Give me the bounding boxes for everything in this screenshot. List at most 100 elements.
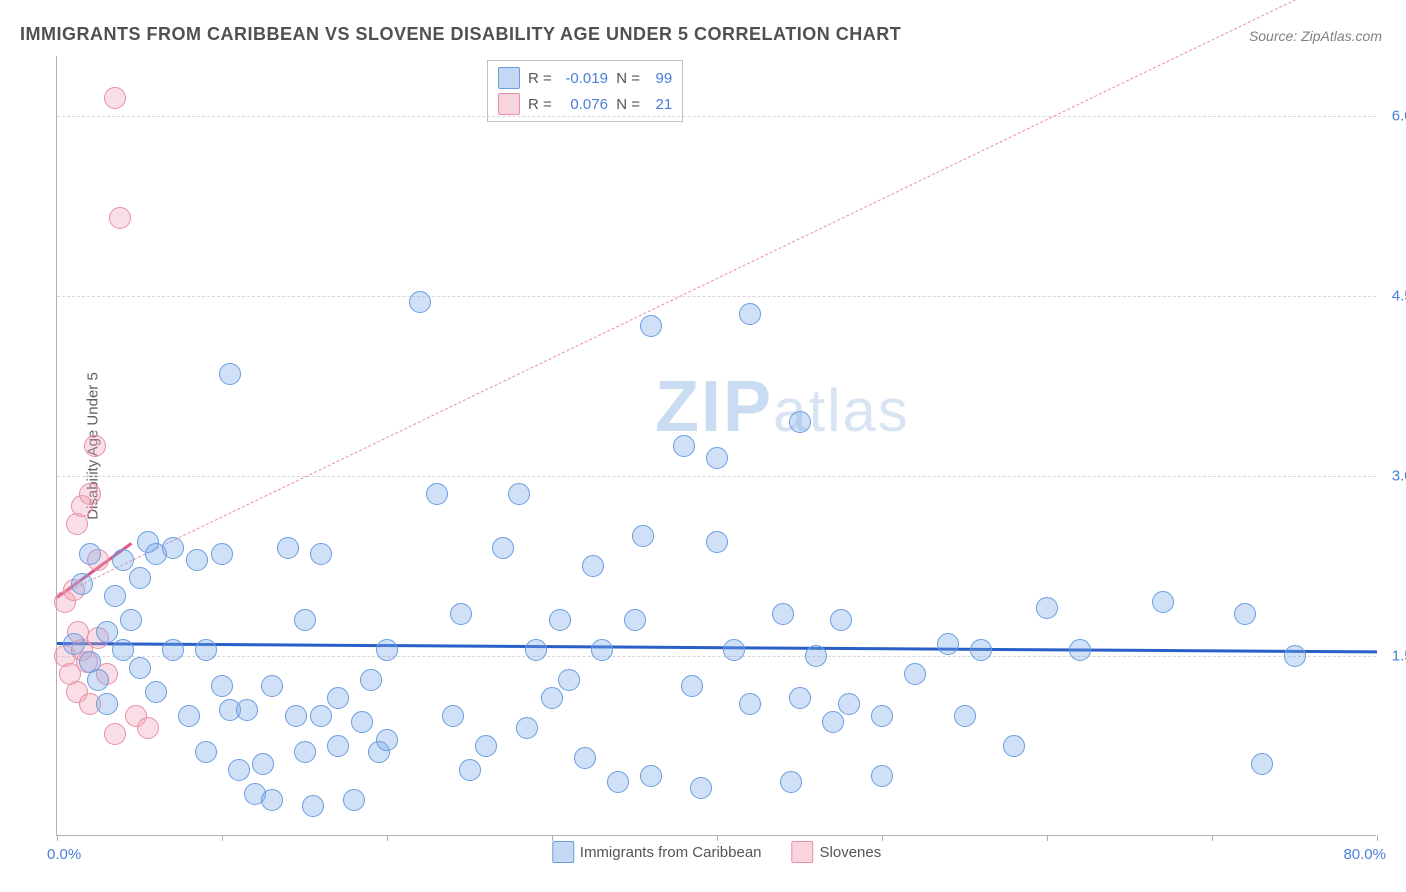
legend-item: Immigrants from Caribbean	[552, 841, 762, 863]
trendline	[57, 642, 1377, 653]
data-point	[1003, 735, 1025, 757]
data-point	[442, 705, 464, 727]
data-point	[954, 705, 976, 727]
gridline	[57, 476, 1376, 477]
data-point	[285, 705, 307, 727]
y-tick-label: 6.0%	[1382, 108, 1406, 125]
data-point	[1234, 603, 1256, 625]
data-point	[772, 603, 794, 625]
data-point	[302, 795, 324, 817]
x-tick	[222, 835, 223, 841]
data-point	[327, 735, 349, 757]
legend-stat: R = -0.019 N = 99	[528, 70, 672, 87]
data-point	[450, 603, 472, 625]
data-point	[789, 411, 811, 433]
data-point	[310, 705, 332, 727]
x-tick	[1377, 835, 1378, 841]
data-point	[904, 663, 926, 685]
legend-stat: R = 0.076 N = 21	[528, 96, 672, 113]
data-point	[376, 639, 398, 661]
data-point	[162, 639, 184, 661]
data-point	[228, 759, 250, 781]
data-point	[120, 609, 142, 631]
data-point	[739, 693, 761, 715]
x-axis-min-label: 0.0%	[47, 846, 81, 863]
data-point	[690, 777, 712, 799]
data-point	[681, 675, 703, 697]
data-point	[112, 639, 134, 661]
data-point	[96, 621, 118, 643]
data-point	[310, 543, 332, 565]
chart-title: IMMIGRANTS FROM CARIBBEAN VS SLOVENE DIS…	[20, 24, 901, 45]
gridline	[57, 296, 1376, 297]
data-point	[582, 555, 604, 577]
data-point	[211, 675, 233, 697]
legend-row: R = 0.076 N = 21	[498, 91, 672, 117]
legend-label: Immigrants from Caribbean	[580, 844, 762, 861]
data-point	[277, 537, 299, 559]
data-point	[632, 525, 654, 547]
data-point	[624, 609, 646, 631]
legend-item: Slovenes	[792, 841, 882, 863]
x-tick	[1047, 835, 1048, 841]
plot-area: ZIPatlas Disability Age Under 5 0.0% 80.…	[56, 56, 1376, 836]
data-point	[409, 291, 431, 313]
data-point	[789, 687, 811, 709]
data-point	[591, 639, 613, 661]
data-point	[129, 657, 151, 679]
data-point	[261, 789, 283, 811]
legend-swatch	[552, 841, 574, 863]
data-point	[79, 483, 101, 505]
data-point	[1069, 639, 1091, 661]
data-point	[574, 747, 596, 769]
data-point	[558, 669, 580, 691]
stats-legend: R = -0.019 N = 99 R = 0.076 N = 21	[487, 60, 683, 122]
gridline	[57, 116, 1376, 117]
series-legend: Immigrants from Caribbean Slovenes	[552, 841, 881, 863]
data-point	[1036, 597, 1058, 619]
data-point	[195, 741, 217, 763]
data-point	[261, 675, 283, 697]
data-point	[871, 705, 893, 727]
data-point	[186, 549, 208, 571]
data-point	[104, 87, 126, 109]
legend-row: R = -0.019 N = 99	[498, 65, 672, 91]
data-point	[937, 633, 959, 655]
gridline	[57, 656, 1376, 657]
data-point	[516, 717, 538, 739]
watermark: ZIPatlas	[655, 366, 910, 448]
data-point	[492, 537, 514, 559]
data-point	[294, 741, 316, 763]
data-point	[129, 567, 151, 589]
legend-swatch	[498, 67, 520, 89]
data-point	[236, 699, 258, 721]
data-point	[640, 315, 662, 337]
data-point	[112, 549, 134, 571]
data-point	[351, 711, 373, 733]
data-point	[459, 759, 481, 781]
data-point	[805, 645, 827, 667]
legend-swatch	[792, 841, 814, 863]
x-axis-max-label: 80.0%	[1343, 846, 1386, 863]
data-point	[294, 609, 316, 631]
data-point	[739, 303, 761, 325]
data-point	[1284, 645, 1306, 667]
y-tick-label: 3.0%	[1382, 468, 1406, 485]
x-tick	[552, 835, 553, 841]
data-point	[343, 789, 365, 811]
data-point	[706, 531, 728, 553]
data-point	[79, 543, 101, 565]
data-point	[673, 435, 695, 457]
data-point	[104, 723, 126, 745]
source-attribution: Source: ZipAtlas.com	[1249, 28, 1382, 44]
data-point	[145, 681, 167, 703]
data-point	[830, 609, 852, 631]
x-tick	[1212, 835, 1213, 841]
data-point	[723, 639, 745, 661]
data-point	[838, 693, 860, 715]
data-point	[525, 639, 547, 661]
data-point	[1152, 591, 1174, 613]
x-tick	[57, 835, 58, 841]
data-point	[96, 693, 118, 715]
data-point	[71, 573, 93, 595]
